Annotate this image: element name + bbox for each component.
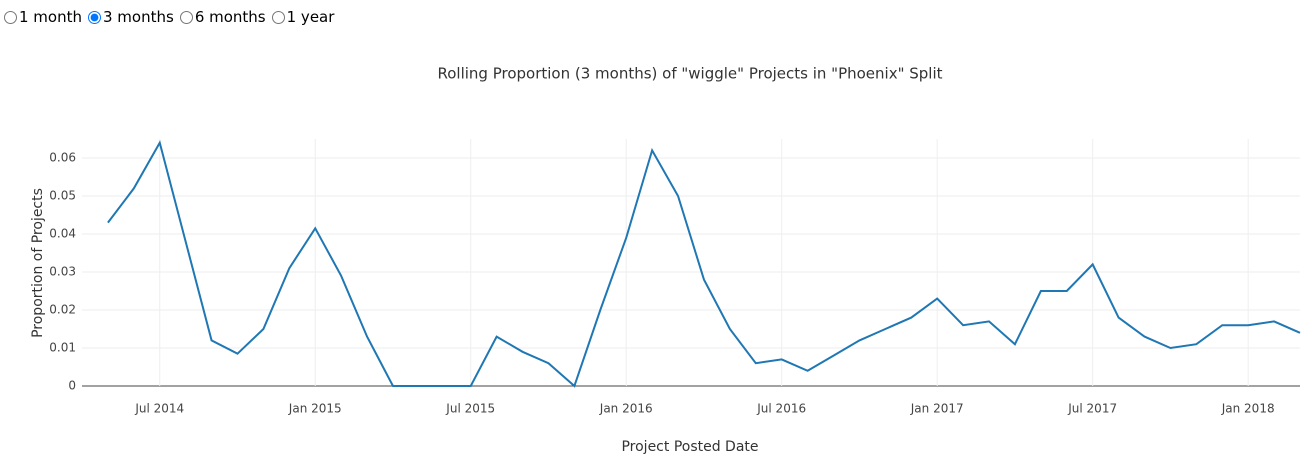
radio-label: 1 month [19,8,82,26]
x-tick-label: Jul 2016 [756,402,806,416]
x-tick-label: Jul 2014 [134,402,184,416]
y-tick-label: 0.02 [49,303,76,317]
radio-option[interactable]: 6 months [178,8,266,26]
x-axis-label: Project Posted Date [621,439,758,455]
x-tick-label: Jan 2016 [599,402,653,416]
radio-option[interactable]: 1 year [270,8,335,26]
data-line [107,140,1301,388]
radio-label: 6 months [194,8,266,26]
y-axis-label: Proportion of Projects [30,188,46,338]
x-tick-label: Jan 2018 [1221,402,1275,416]
radio-button[interactable] [271,10,285,24]
period-selector: 1 month 3 months 6 months 1 year [2,8,338,26]
y-tick-label: 0.03 [49,265,76,279]
radio-label: 1 year [286,8,335,26]
y-tick-label: 0.05 [49,189,76,203]
radio-option[interactable]: 1 month [2,8,82,26]
radio-button[interactable] [4,10,17,24]
x-tick-label: Jan 2015 [288,402,342,416]
x-tick-label: Jul 2017 [1067,402,1117,416]
y-tick-label: 0 [68,379,76,393]
radio-option[interactable]: 3 months [86,8,174,26]
radio-label: 3 months [103,8,174,26]
x-tick-label: Jul 2015 [445,402,495,416]
chart-title: Rolling Proportion (3 months) of "wiggle… [437,65,942,83]
y-tick-label: 0.04 [49,227,76,241]
radio-button[interactable] [88,10,101,24]
y-tick-label: 0.06 [49,151,76,165]
radio-button[interactable] [179,10,193,24]
x-tick-label: Jan 2017 [910,402,964,416]
y-tick-label: 0.01 [49,341,76,355]
